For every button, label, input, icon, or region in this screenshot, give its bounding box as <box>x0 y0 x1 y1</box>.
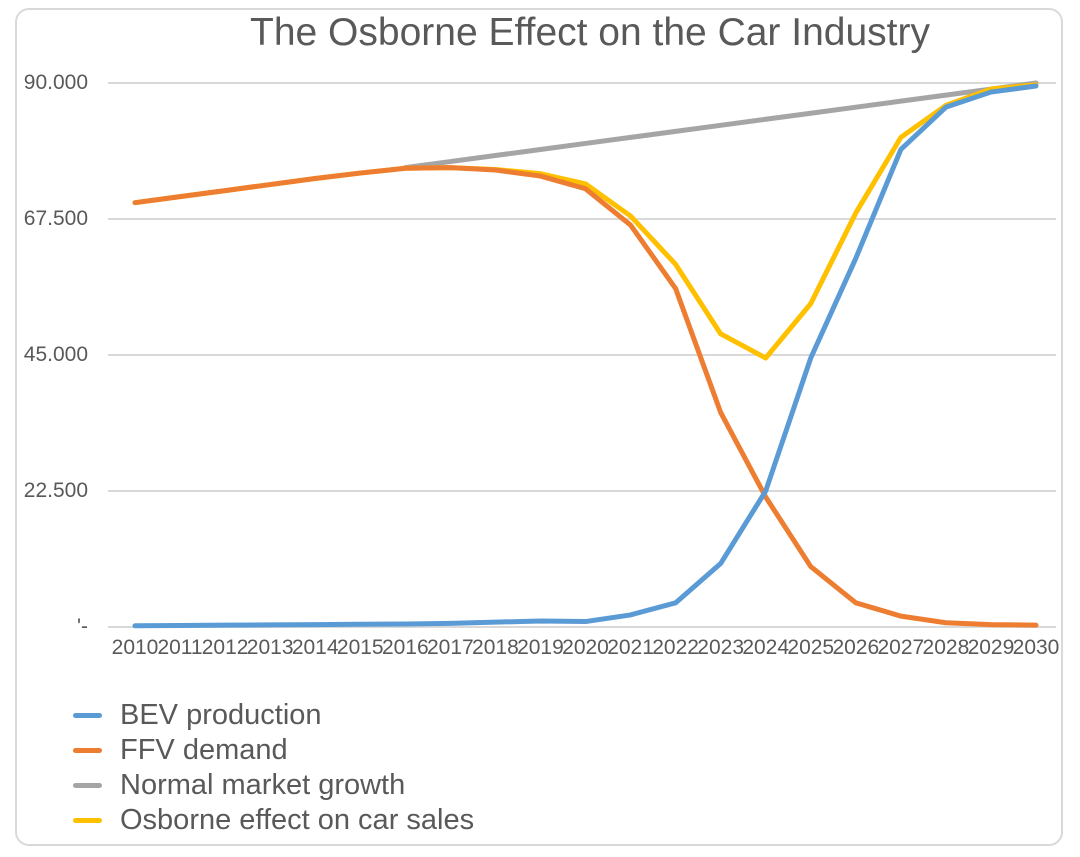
x-tick-label: 2023 <box>697 636 744 659</box>
legend-label: Osborne effect on car sales <box>120 804 475 836</box>
x-tick-label: 2010 <box>111 636 159 659</box>
legend-marker-icon <box>73 748 102 753</box>
x-tick-label: 2022 <box>652 636 699 659</box>
legend-label: BEV production <box>120 699 322 731</box>
legend-item-bev-production: BEV production <box>73 701 474 730</box>
y-tick-label: 67.500 <box>23 207 88 230</box>
series-line-bev-production <box>132 83 1039 629</box>
legend-label: Normal market growth <box>120 769 406 801</box>
x-tick-label: 2014 <box>291 636 339 659</box>
series-line-normal-market-growth <box>402 80 1039 171</box>
y-tick-label: 22.500 <box>23 479 88 502</box>
legend-item-ffv-demand: FFV demand <box>73 736 474 765</box>
chart-title: The Osborne Effect on the Car Industry <box>250 11 930 54</box>
legend: BEV production FFV demand Normal market gr… <box>73 701 474 835</box>
x-tick-label: 2021 <box>607 636 654 659</box>
series-line-osborne-effect-on-car-sales <box>132 82 1039 361</box>
x-tick-label: 2019 <box>517 636 564 659</box>
legend-item-osborne-effect-on-car-sales: Osborne effect on car sales <box>73 806 474 835</box>
x-tick-label: 2028 <box>922 636 970 659</box>
legend-marker-icon <box>73 818 102 823</box>
y-tick-label: '- <box>76 615 88 638</box>
x-tick-label: 2024 <box>742 636 790 659</box>
x-tick-label: 2011 <box>157 636 203 659</box>
x-tick-label: 2016 <box>381 636 429 659</box>
series-line-ffv-demand <box>132 165 1039 628</box>
x-tick-label: 2030 <box>1012 636 1060 659</box>
x-tick-label: 2012 <box>201 636 249 659</box>
y-tick-label: 90.000 <box>23 71 88 94</box>
x-tick-label: 2013 <box>246 636 294 659</box>
legend-marker-icon <box>73 783 102 788</box>
legend-label: FFV demand <box>120 734 288 766</box>
legend-item-normal-market-growth: Normal market growth <box>73 771 474 800</box>
x-tick-label: 2025 <box>787 636 835 659</box>
y-tick-label: 45.000 <box>23 343 88 366</box>
x-tick-label: 2018 <box>472 636 519 659</box>
x-tick-label: 2026 <box>832 636 880 659</box>
legend-marker-icon <box>73 713 102 718</box>
x-tick-label: 2017 <box>426 636 474 659</box>
x-tick-label: 2027 <box>877 636 925 659</box>
x-tick-label: 2015 <box>336 636 384 659</box>
x-tick-label: 2029 <box>967 636 1015 659</box>
x-tick-label: 2020 <box>562 636 609 659</box>
